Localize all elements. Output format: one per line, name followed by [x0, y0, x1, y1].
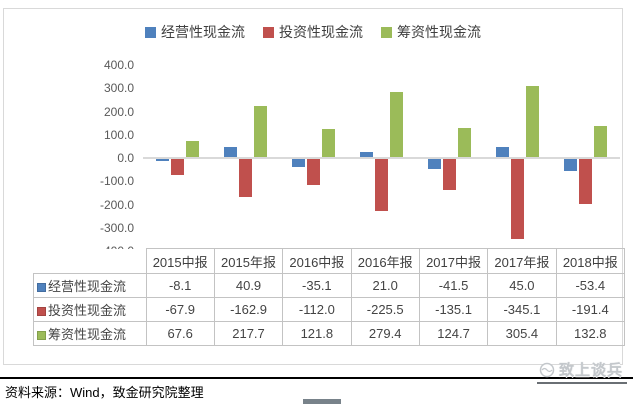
- bar-筹资性现金流-2018中报: [594, 126, 608, 157]
- footer-divider: [0, 377, 633, 379]
- y-tick-label: -300.0: [99, 220, 134, 235]
- table-cell: -67.9: [145, 297, 215, 322]
- bar-经营性现金流-2017中报: [428, 159, 442, 169]
- y-tick-label: -200.0: [99, 197, 134, 212]
- table-row-label: 经营性现金流: [33, 273, 147, 298]
- y-tick-label: 100.0: [103, 127, 134, 142]
- table-cell: -112.0: [282, 297, 352, 322]
- watermark: 致上谈兵: [536, 359, 627, 384]
- bar-经营性现金流-2015中报: [155, 159, 169, 161]
- table-column-header: 2018中报: [555, 248, 626, 274]
- table-cell: -35.1: [282, 273, 352, 298]
- legend-item-2: 筹资性现金流: [381, 22, 481, 42]
- table-corner-cell: [33, 248, 146, 274]
- y-tick-label: 400.0: [103, 58, 134, 72]
- watermark-label: 致上谈兵: [558, 362, 623, 379]
- bar-投资性现金流-2015中报: [170, 159, 184, 175]
- table-column-header: 2015年报: [213, 248, 284, 274]
- table-cell: 121.8: [282, 321, 352, 346]
- bar-筹资性现金流-2016年报: [390, 92, 403, 157]
- bar-投资性现金流-2018中报: [579, 159, 593, 204]
- bar-经营性现金流-2017年报: [496, 146, 510, 157]
- legend-label: 投资性现金流: [279, 24, 363, 40]
- source-note: 资料来源：Wind，致金研究院整理: [5, 385, 204, 400]
- table-cell: 21.0: [350, 273, 420, 298]
- table-column-header: 2017年报: [487, 248, 557, 274]
- y-tick-label: 0.0: [117, 151, 134, 165]
- y-tick-label: -100.0: [99, 174, 134, 189]
- series-swatch-icon: [37, 307, 46, 316]
- table-cell: -225.5: [350, 297, 420, 322]
- data-table: 2015中报 2015年报 2016中报 2016年报 2017中报 2017年报 2018…: [33, 248, 626, 346]
- table-cell: -162.9: [213, 297, 284, 322]
- legend-swatch-icon: [145, 26, 156, 38]
- legend-item-0: 经营性现金流: [145, 22, 245, 42]
- bar-投资性现金流-2017中报: [443, 159, 457, 191]
- table-cell: 217.7: [213, 321, 284, 346]
- table-column-header: 2016中报: [282, 248, 352, 274]
- bar-投资性现金流-2015年报: [238, 159, 252, 197]
- table-cell: -345.1: [487, 297, 557, 322]
- bar-投资性现金流-2016中报: [306, 159, 320, 186]
- table-cell: 132.8: [555, 321, 626, 346]
- table-row-label: 投资性现金流: [33, 297, 147, 322]
- table-cell: 305.4: [487, 321, 557, 346]
- logo-icon: [539, 362, 555, 378]
- table-cell: -41.5: [418, 273, 489, 298]
- legend-swatch-icon: [263, 26, 274, 38]
- zero-axis-line: [143, 157, 620, 159]
- legend-swatch-icon: [381, 26, 392, 38]
- table-cell: 124.7: [418, 321, 489, 346]
- bar-经营性现金流-2018中报: [564, 159, 578, 172]
- bar-筹资性现金流-2016中报: [321, 128, 335, 157]
- table-row: 投资性现金流 -67.9 -162.9 -112.0 -225.5 -135.1 -345.…: [33, 297, 626, 322]
- table-cell: -191.4: [555, 297, 626, 322]
- table-cell: -8.1: [145, 273, 215, 298]
- bar-投资性现金流-2017年报: [511, 159, 525, 240]
- chart-legend: 经营性现金流 投资性现金流 筹资性现金流: [4, 22, 622, 42]
- y-tick-label: 200.0: [103, 104, 134, 119]
- bar-筹资性现金流-2017中报: [458, 128, 472, 157]
- table-cell: 45.0: [487, 273, 557, 298]
- series-swatch-icon: [37, 283, 46, 292]
- bar-筹资性现金流-2015中报: [185, 141, 199, 157]
- bar-经营性现金流-2016中报: [291, 159, 305, 168]
- bottom-gray-bar: [303, 399, 341, 404]
- chart-panel: 经营性现金流 投资性现金流 筹资性现金流 400.0 300.0 200.0 100.0 0…: [3, 8, 626, 365]
- bar-经营性现金流-2015年报: [223, 147, 237, 157]
- table-row-label: 筹资性现金流: [33, 321, 147, 346]
- plot-area: [143, 65, 620, 251]
- table-row: 经营性现金流 -8.1 40.9 -35.1 21.0 -41.5 45.0 -53.4: [33, 273, 626, 298]
- bar-经营性现金流-2016年报: [360, 152, 373, 157]
- table-column-header: 2016年报: [350, 248, 420, 274]
- series-swatch-icon: [37, 331, 46, 340]
- table-cell: -53.4: [555, 273, 626, 298]
- legend-label: 筹资性现金流: [397, 24, 481, 40]
- table-column-header: 2015中报: [145, 248, 215, 274]
- table-column-header: 2017中报: [418, 248, 489, 274]
- table-row: 筹资性现金流 67.6 217.7 121.8 279.4 124.7 305.4 132.8: [33, 321, 626, 346]
- table-cell: 40.9: [213, 273, 284, 298]
- legend-label: 经营性现金流: [161, 24, 245, 40]
- table-cell: -135.1: [418, 297, 489, 322]
- y-tick-label: 300.0: [103, 81, 134, 96]
- bar-筹资性现金流-2017年报: [526, 85, 540, 157]
- bar-投资性现金流-2016年报: [375, 159, 388, 212]
- table-cell: 67.6: [145, 321, 215, 346]
- bar-筹资性现金流-2015年报: [253, 106, 267, 157]
- table-cell: 279.4: [350, 321, 420, 346]
- table-header-row: 2015中报 2015年报 2016中报 2016年报 2017中报 2017年报 2018…: [33, 248, 626, 274]
- legend-item-1: 投资性现金流: [263, 22, 363, 42]
